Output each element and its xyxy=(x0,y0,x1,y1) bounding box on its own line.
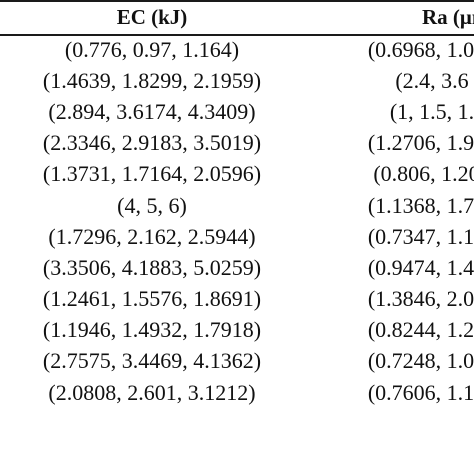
cell-ec: (0.776, 0.97, 1.164) xyxy=(64,36,240,62)
cell-ec: (2.0808, 2.601, 3.1212) xyxy=(48,379,256,405)
table-row: (1.3731, 1.7164, 2.0596) (0.806, 1.209 xyxy=(0,159,474,190)
table-row: (0.776, 0.97, 1.164) (0.6968, 1.045 xyxy=(0,34,474,65)
cell-ec: (1.1946, 1.4932, 1.7918) xyxy=(42,317,262,343)
table-row: (1.7296, 2.162, 2.5944) (0.7347, 1.102 xyxy=(0,221,474,252)
cell-ra: (0.6968, 1.045 xyxy=(367,36,474,62)
cell-ra: (0.806, 1.209 xyxy=(373,161,474,187)
cell-ec: (2.3346, 2.9183, 3.5019) xyxy=(42,130,262,156)
cell-ec: (1.3731, 1.7164, 2.0596) xyxy=(42,161,262,187)
cell-ra: (1, 1.5, 1. xyxy=(389,98,474,124)
cell-ec: (1.2461, 1.5576, 1.8691) xyxy=(42,286,262,312)
table-row: (2.0808, 2.601, 3.1212) (0.7606, 1.140 xyxy=(0,377,474,408)
cell-ec: (1.4639, 1.8299, 2.1959) xyxy=(42,67,262,93)
cell-ec: (3.3506, 4.1883, 5.0259) xyxy=(42,254,262,280)
table-row: (1.1946, 1.4932, 1.7918) (0.8244, 1.236 xyxy=(0,315,474,346)
cell-ec: (2.7575, 3.4469, 4.1362) xyxy=(42,348,262,374)
table-row: (2.3346, 2.9183, 3.5019) (1.2706, 1.905 xyxy=(0,128,474,159)
cell-ra: (0.8244, 1.236 xyxy=(367,317,474,343)
cell-ra: (0.9474, 1.421 xyxy=(367,254,474,280)
cell-ra: (0.7606, 1.140 xyxy=(367,379,474,405)
cell-ec: (1.7296, 2.162, 2.5944) xyxy=(48,223,256,249)
results-table: EC (kJ) Ra (μm) (0.776, 0.97, 1.164) (0.… xyxy=(0,0,474,408)
cell-ra: (1.3846, 2.076 xyxy=(367,286,474,312)
cell-ra: (1.2706, 1.905 xyxy=(367,130,474,156)
header-ec: EC (kJ) xyxy=(116,4,188,29)
cell-ra: (1.1368, 1.705 xyxy=(367,192,474,218)
table-row: (4, 5, 6) (1.1368, 1.705 xyxy=(0,190,474,221)
table-row: (3.3506, 4.1883, 5.0259) (0.9474, 1.421 xyxy=(0,252,474,283)
cell-ec: (2.894, 3.6174, 4.3409) xyxy=(48,98,256,124)
cell-ra: (0.7347, 1.102 xyxy=(367,223,474,249)
top-rule xyxy=(0,0,474,2)
table-row: (1.2461, 1.5576, 1.8691) (1.3846, 2.076 xyxy=(0,284,474,315)
header-ra: Ra (μm) xyxy=(422,4,474,29)
cell-ec: (4, 5, 6) xyxy=(117,192,187,218)
cell-ra: (0.7248, 1.087 xyxy=(367,348,474,374)
table-row: (2.894, 3.6174, 4.3409) (1, 1.5, 1. xyxy=(0,96,474,127)
header-row: EC (kJ) Ra (μm) xyxy=(0,0,474,34)
header-rule xyxy=(0,34,474,36)
table-row: (2.7575, 3.4469, 4.1362) (0.7248, 1.087 xyxy=(0,346,474,377)
cell-ra: (2.4, 3.6 xyxy=(395,67,469,93)
table-row: (1.4639, 1.8299, 2.1959) (2.4, 3.6 xyxy=(0,65,474,96)
